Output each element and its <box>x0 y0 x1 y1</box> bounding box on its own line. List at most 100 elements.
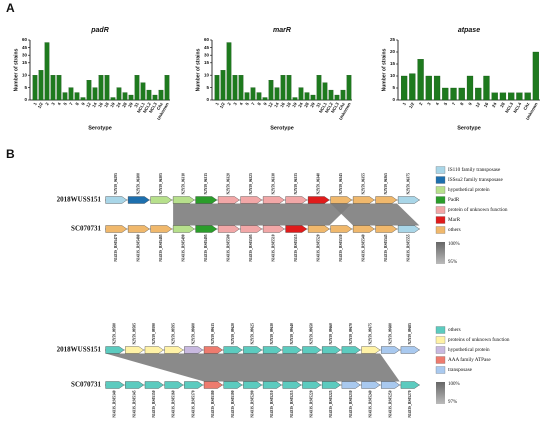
x-axis-label: Serotype <box>457 125 481 131</box>
gene-label: N2Y59_06320 <box>227 173 231 195</box>
gene-arrow <box>397 196 420 204</box>
gene-arrow <box>144 346 164 354</box>
bar <box>232 75 238 101</box>
bar <box>425 75 432 101</box>
gene-label: N1433S_RS05515 <box>294 234 298 261</box>
gene-label: N2Y59_06355 <box>362 173 366 195</box>
gene-label: N2Y59_06300 <box>137 173 141 195</box>
legend-label: PadR <box>448 197 460 203</box>
gene-label: N1433S_RS05555 <box>407 234 411 261</box>
gene-arrow <box>381 381 401 389</box>
bar <box>86 80 92 101</box>
x-tick-label: 24 <box>115 101 122 108</box>
x-tick-label: 3 <box>426 101 432 106</box>
bar <box>128 94 134 101</box>
legend-swatch <box>435 186 446 194</box>
bar <box>532 51 539 101</box>
homology-region <box>105 353 400 382</box>
legend-label: protein of unknown function <box>448 206 508 213</box>
gene-arrow <box>127 196 150 204</box>
gene-label: N2Y59_06340 <box>317 173 321 195</box>
legend-swatch <box>435 226 446 234</box>
x-tick-label: Chz <box>338 102 346 111</box>
gene-arrow <box>105 346 125 354</box>
gene-arrow <box>341 346 361 354</box>
gene-label: N1433S_RS05480 <box>137 234 141 261</box>
gene-label: N2Y59_06315 <box>204 173 208 195</box>
bar <box>286 75 292 101</box>
x-tick-label: NCL3 <box>148 101 158 114</box>
identity-max: 100% <box>448 242 460 247</box>
x-tick-label: 28 <box>121 101 128 108</box>
gene-label: N1433S_RS05485 <box>159 234 163 261</box>
gene-label: N2Y59_06330 <box>272 173 276 195</box>
bar <box>80 97 86 101</box>
bar <box>262 97 268 101</box>
bar <box>50 75 56 101</box>
gene-label: N2Y59_09650 <box>310 323 314 345</box>
gene-arrow <box>381 346 401 354</box>
gene-label: N1433S_RS05490 <box>182 234 186 261</box>
bar <box>316 75 322 101</box>
gene-label: N2Y59_09590 <box>152 323 156 345</box>
gene-arrow <box>375 225 398 233</box>
bar <box>250 87 256 101</box>
gene-label: N2Y59_09615 <box>211 323 215 345</box>
legend-label: AAA family ATPase <box>448 356 491 363</box>
bar <box>74 92 80 101</box>
x-tick-label: 1/2 <box>219 101 227 109</box>
gene-arrow <box>361 381 381 389</box>
x-tick-label: 24 <box>491 101 498 108</box>
gene-arrow <box>285 196 308 204</box>
x-tick-label: 2 <box>418 101 424 106</box>
gene-arrow <box>302 346 322 354</box>
y-tick-label: 30 <box>204 52 210 57</box>
y-axis-label: Number of strains <box>13 48 19 91</box>
gene-label: N2Y59_06325 <box>249 173 253 195</box>
gene-label: N1433S_RS05140 <box>113 390 117 417</box>
x-tick-label: 8 <box>74 101 80 106</box>
x-tick-label: 31 <box>315 101 322 108</box>
bar <box>238 75 244 101</box>
bar <box>310 94 316 101</box>
bar <box>110 97 116 101</box>
legend-swatch <box>435 356 446 364</box>
x-tick-label: NCL2 <box>324 101 334 114</box>
bar <box>274 87 280 101</box>
legend-swatch <box>435 196 446 204</box>
x-tick-label: 4 <box>56 101 62 106</box>
y-tick-label: 45 <box>204 45 210 50</box>
x-tick-label: 19 <box>109 101 116 108</box>
x-tick-label: 3 <box>50 101 56 106</box>
bar <box>140 82 146 101</box>
x-tick-label: 8 <box>256 101 262 106</box>
gene-label: N1433S_RS05505 <box>249 234 253 261</box>
y-tick-label: 60 <box>204 37 210 42</box>
bar <box>268 80 274 101</box>
gene-label: N1433S_RS05180 <box>211 390 215 417</box>
x-tick-label: 18 <box>103 101 110 108</box>
bar <box>116 87 122 101</box>
bar <box>442 87 449 101</box>
gene-arrow <box>262 381 282 389</box>
x-tick-label: 5 <box>443 101 449 106</box>
gene-label: N2Y59_09675 <box>369 323 373 345</box>
bar <box>44 42 50 101</box>
legend-swatch <box>435 336 446 344</box>
x-tick-label: 7 <box>451 101 457 106</box>
y-tick-label: 45 <box>22 45 28 50</box>
gene-label: N2Y59_09580 <box>113 323 117 345</box>
bar <box>98 75 104 101</box>
gene-arrow <box>321 381 341 389</box>
gene-arrow <box>184 346 204 354</box>
x-tick-label: 12 <box>267 101 274 108</box>
legend-label: others <box>448 327 461 333</box>
legend-label: hypothetical protein <box>448 187 490 193</box>
genome-name: SC070731 <box>71 225 101 233</box>
gene-arrow <box>217 225 240 233</box>
bar <box>220 70 226 101</box>
chart-title: marR <box>273 27 291 34</box>
gene-label: N1433S_RS05545 <box>384 234 388 261</box>
x-tick-label: NCL3 <box>330 101 340 114</box>
bar <box>152 94 158 101</box>
